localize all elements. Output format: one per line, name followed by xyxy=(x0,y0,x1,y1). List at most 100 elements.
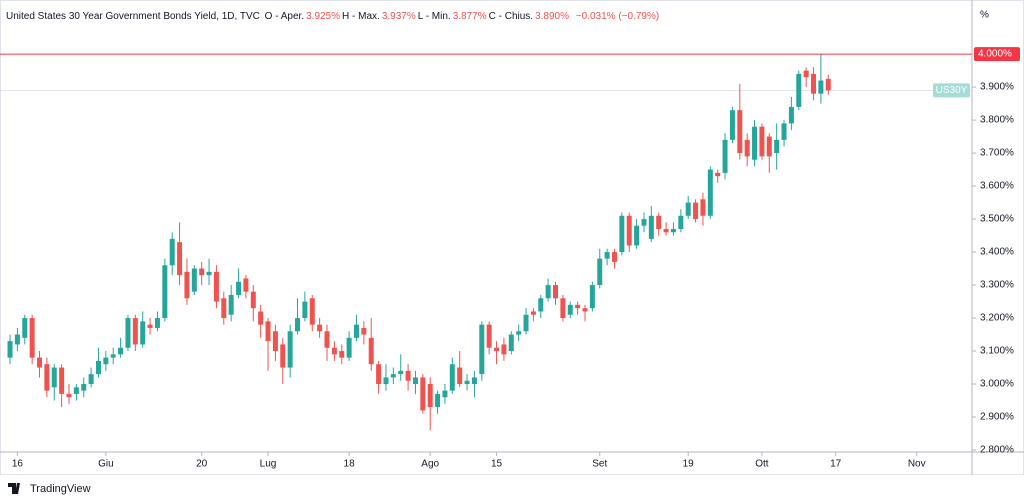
candle-body xyxy=(582,308,588,312)
candle-body xyxy=(44,364,50,391)
candle-body xyxy=(781,123,787,140)
candle-body xyxy=(604,252,610,259)
candle-body xyxy=(560,298,566,319)
candle-body xyxy=(494,347,500,352)
candle-body xyxy=(648,215,654,239)
candle-body xyxy=(641,219,647,226)
candle-body xyxy=(317,324,323,332)
candle-body xyxy=(361,327,367,335)
ohlc-values: O - Aper. 3.925% H - Max. 3.937% L - Min. 3.8… xyxy=(265,11,571,22)
ohlc-value: 3.877% xyxy=(452,11,487,22)
candle-body xyxy=(722,139,728,173)
candle-body xyxy=(508,334,514,352)
x-tick-label: Ago xyxy=(421,459,439,470)
candle-body xyxy=(95,360,101,375)
candle-body xyxy=(729,110,735,140)
candle-body xyxy=(752,126,758,160)
footer: TradingView xyxy=(8,483,91,495)
candle-body xyxy=(302,301,308,319)
ohlc-value: 3.937% xyxy=(381,11,416,22)
x-tick-label: Set xyxy=(592,459,607,470)
y-tick-label: 3.200% xyxy=(980,313,1014,324)
candle-body xyxy=(398,370,404,375)
candle-body xyxy=(420,377,426,411)
candle-body xyxy=(272,331,278,352)
candle-body xyxy=(737,110,743,154)
candle-body xyxy=(250,291,256,309)
candle-body xyxy=(14,334,20,345)
candle-body xyxy=(37,357,43,368)
candle-body xyxy=(435,393,441,408)
candle-body xyxy=(825,78,831,91)
candle-body xyxy=(700,199,706,216)
x-tick-label: Nov xyxy=(908,459,926,470)
candle-body xyxy=(626,215,632,246)
candle-body xyxy=(597,258,603,286)
y-tick-label: 3.100% xyxy=(980,346,1014,357)
candle-body xyxy=(88,374,94,385)
ohlc-label: O - Aper. xyxy=(264,11,305,22)
candle-body xyxy=(449,364,455,391)
candle-body xyxy=(611,252,617,262)
candle-body xyxy=(818,80,824,94)
y-tick-label: 3.500% xyxy=(980,214,1014,225)
candle-body xyxy=(177,242,183,276)
candle-body xyxy=(103,357,109,365)
x-tick-label: Giu xyxy=(98,459,114,470)
y-tick-label: 3.800% xyxy=(980,115,1014,126)
candle-body xyxy=(685,202,691,216)
candle-body xyxy=(162,265,168,319)
candle-body xyxy=(516,331,522,335)
ohlc-value: 3.925% xyxy=(306,11,341,22)
y-unit: % xyxy=(980,10,989,21)
candle-body xyxy=(693,202,699,220)
candle-body xyxy=(287,331,293,368)
candle-body xyxy=(265,321,271,342)
y-tick-label: 2.900% xyxy=(980,412,1014,423)
candle-body xyxy=(530,311,536,315)
candle-body xyxy=(383,377,389,385)
candle-body xyxy=(147,324,153,328)
candle-body xyxy=(154,318,160,328)
price-line-label: 4.000% xyxy=(978,49,1012,60)
candle-body xyxy=(744,139,750,157)
candle-body xyxy=(66,393,72,398)
candle-body xyxy=(368,337,374,365)
candle-body xyxy=(22,318,28,338)
candle-body xyxy=(258,311,264,325)
brand: TradingView xyxy=(30,483,91,495)
candle-body xyxy=(140,321,146,345)
x-tick-label: 15 xyxy=(491,459,503,470)
candle-body xyxy=(199,268,205,276)
candle-body xyxy=(634,225,640,246)
candle-body xyxy=(331,347,337,355)
candle-body xyxy=(353,324,359,338)
candle-body xyxy=(457,367,463,385)
candle-body xyxy=(184,271,190,299)
y-tick-label: 2.800% xyxy=(980,445,1014,456)
candle-body xyxy=(280,344,286,368)
candle-body xyxy=(575,304,581,309)
price-line-box xyxy=(974,47,1020,62)
candle-body xyxy=(213,271,219,302)
candle-body xyxy=(346,337,352,358)
candle-body xyxy=(803,70,809,78)
legend-header: United States 30 Year Government Bonds Y… xyxy=(6,11,661,22)
candle-body xyxy=(442,390,448,398)
candle-body xyxy=(589,285,595,309)
ohlc-label: L - Min. xyxy=(417,11,451,22)
candle-body xyxy=(118,347,124,355)
frame xyxy=(0,0,1024,475)
candle-body xyxy=(412,377,418,385)
candle-body xyxy=(759,126,765,157)
candle-body xyxy=(811,73,817,94)
candle-body xyxy=(125,318,131,348)
symbol-label: US30Y xyxy=(936,85,968,96)
candle-body xyxy=(670,228,676,233)
candle-body xyxy=(567,304,573,315)
y-tick-label: 3.900% xyxy=(980,82,1014,93)
candle-body xyxy=(766,136,772,157)
candle-body xyxy=(479,324,485,375)
candle-body xyxy=(110,354,116,358)
candle-body xyxy=(707,169,713,216)
